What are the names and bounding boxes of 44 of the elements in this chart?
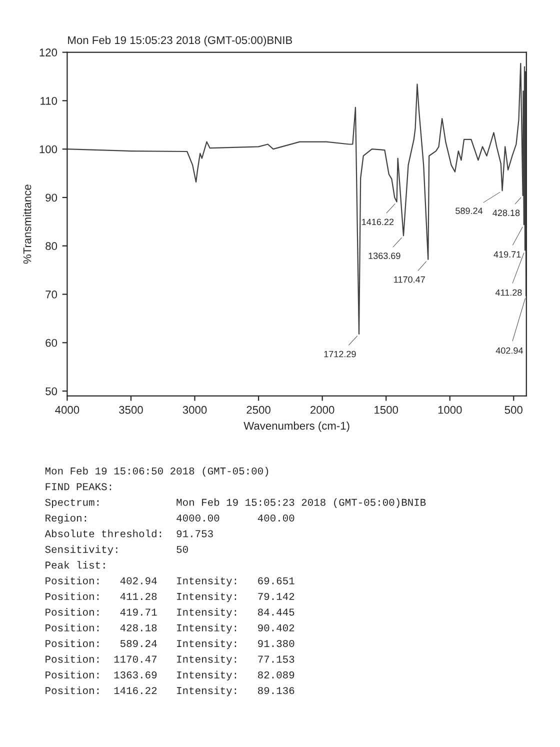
text: Position: 589.24 Intensity: 91.380 xyxy=(46,639,294,650)
y-tick-label: 60 xyxy=(46,338,58,347)
text: Position: 402.94 Intensity: 69.651 xyxy=(46,576,294,586)
x-tick-label: 4000 xyxy=(55,406,80,414)
text: Sensitivity: 50 xyxy=(45,545,188,556)
y-tick-label: 90 xyxy=(46,194,58,202)
x-tick-label: 3000 xyxy=(182,406,207,414)
annotation: 411.28 xyxy=(495,289,522,296)
text: Position: 1416.22 Intensity: 89.136 xyxy=(46,686,294,696)
y-tick-label: 50 xyxy=(46,387,58,396)
x-tick-label: 500 xyxy=(504,406,522,414)
annotation: 589.24 xyxy=(456,208,483,214)
y-tick-label: 120 xyxy=(40,48,58,56)
annotation: 1416.22 xyxy=(362,218,394,226)
x-tick-label: 1500 xyxy=(374,406,398,414)
text: Position: 1363.69 Intensity: 82.089 xyxy=(46,670,294,681)
y-axis-title: %Transmittance xyxy=(23,184,32,264)
line-series xyxy=(67,62,526,335)
y-tick-label: 100 xyxy=(40,145,58,154)
text: Region: 4000.00 400.00 xyxy=(46,514,294,524)
text: Position: 1170.47 Intensity: 77.153 xyxy=(46,655,294,665)
y-tick-label: 70 xyxy=(46,290,58,298)
annotation: 1170.47 xyxy=(394,276,425,283)
x-axis-title: Wavenumbers (cm-1) xyxy=(244,422,350,432)
annotation: 419.71 xyxy=(494,251,521,258)
text: Absolute threshold: 91.753 xyxy=(44,530,213,538)
text: Spectrum: Mon Feb 19 15:05:23 2018 (GMT-05:00)BNIB xyxy=(45,498,426,508)
text: Position: 428.18 Intensity: 90.402 xyxy=(46,624,294,634)
x-tick-label: 3500 xyxy=(119,406,143,414)
x-tick-label: 2500 xyxy=(246,406,270,414)
annotation: 402.94 xyxy=(496,347,523,354)
x-tick-label: 1000 xyxy=(438,406,462,414)
text: Peak list: xyxy=(46,560,105,569)
annotation: 428.18 xyxy=(492,210,520,216)
annotation: 1363.69 xyxy=(368,252,400,260)
x-tick-label: 2000 xyxy=(310,406,334,414)
text: Position: 419.71 Intensity: 84.445 xyxy=(46,608,294,618)
y-tick-label: 80 xyxy=(46,242,58,250)
text: Position: 411.28 Intensity: 79.142 xyxy=(46,592,294,602)
chart-title: Mon Feb 19 15:05:23 2018 (GMT-05:00)BNIB xyxy=(68,36,292,46)
annotation: 1712.29 xyxy=(324,350,356,358)
y-tick-label: 110 xyxy=(40,96,58,105)
text: FIND PEAKS: xyxy=(46,483,112,490)
text: Mon Feb 19 15:06:50 2018 (GMT-05:00) xyxy=(45,466,268,477)
